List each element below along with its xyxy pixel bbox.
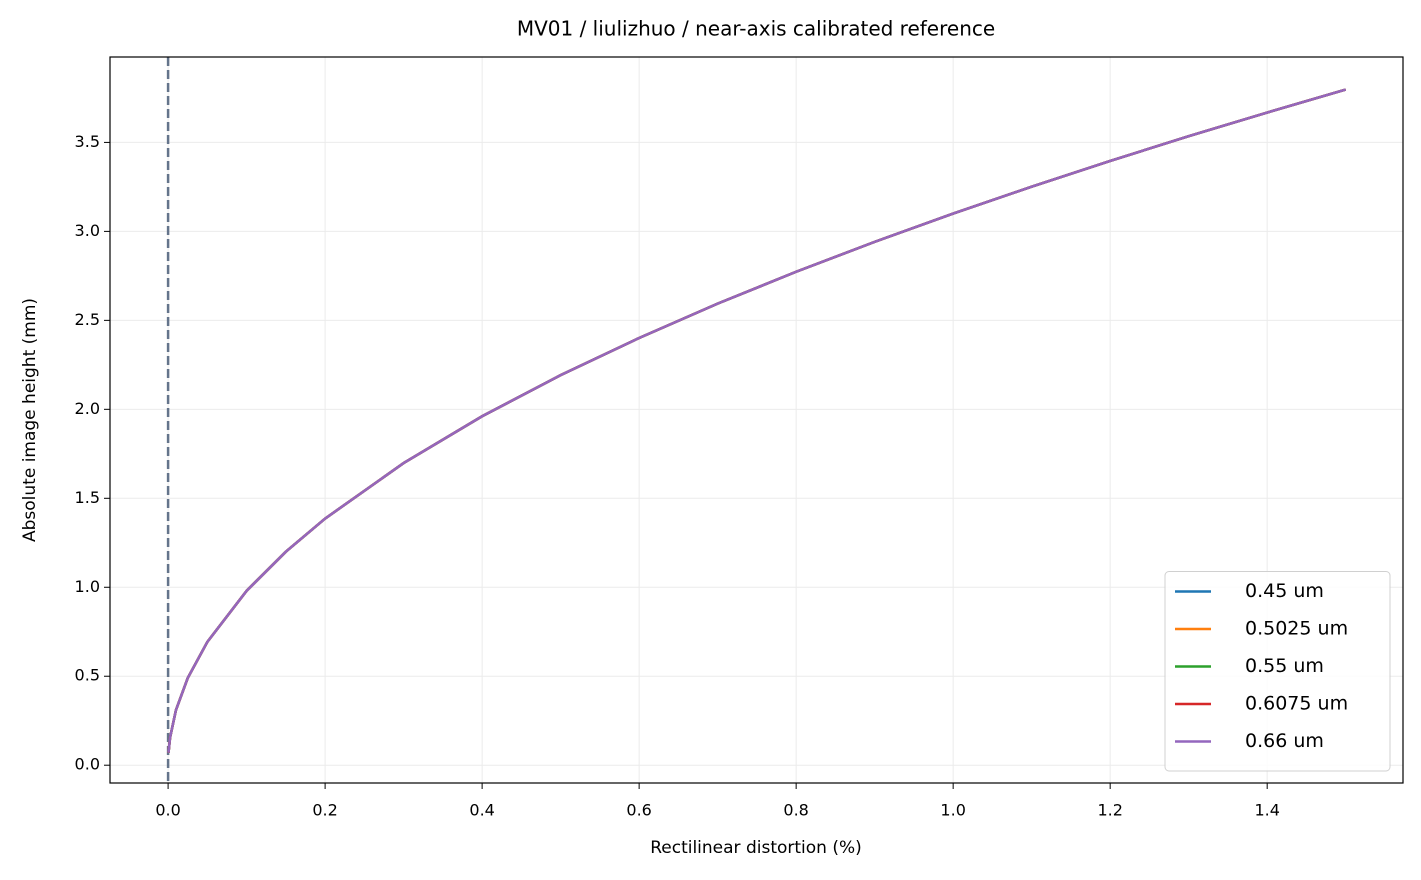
plot-frame	[109, 56, 1404, 784]
legend-label: 0.55 um	[1245, 655, 1324, 677]
x-tick-label: 0.0	[155, 801, 180, 820]
legend-label: 0.5025 um	[1245, 618, 1348, 640]
y-tick-label: 1.5	[75, 488, 100, 507]
y-tick-label: 1.0	[75, 577, 100, 596]
x-tick-label: 0.6	[626, 801, 651, 820]
y-tick-label: 0.0	[75, 755, 100, 774]
y-axis-label: Absolute image height (mm)	[20, 298, 40, 542]
legend-box	[1164, 571, 1391, 772]
series-line	[167, 88, 1347, 753]
y-tick-label: 3.5	[75, 132, 100, 151]
x-tick-label: 1.4	[1254, 801, 1279, 820]
x-axis-label: Rectilinear distortion (%)	[650, 838, 862, 858]
y-tick-label: 2.0	[75, 399, 100, 418]
legend-label: 0.6075 um	[1245, 693, 1348, 715]
chart-title: MV01 / liulizhuo / near-axis calibrated …	[517, 17, 995, 41]
y-tick-label: 2.5	[75, 310, 100, 329]
legend-label: 0.66 um	[1245, 730, 1324, 752]
x-tick-label: 0.4	[469, 801, 494, 820]
x-tick-label: 1.0	[940, 801, 965, 820]
y-tick-label: 3.0	[75, 221, 100, 240]
x-tick-label: 0.8	[783, 801, 808, 820]
y-tick-label: 0.5	[75, 666, 100, 685]
x-tick-label: 0.2	[312, 801, 337, 820]
legend-label: 0.45 um	[1245, 580, 1324, 602]
x-tick-label: 1.2	[1097, 801, 1122, 820]
